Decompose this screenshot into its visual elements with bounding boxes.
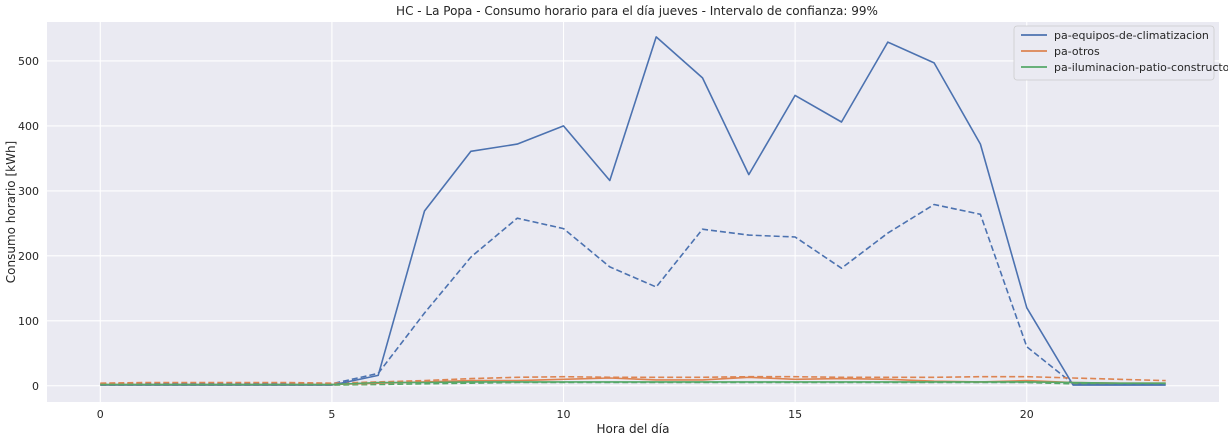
y-axis-title: Consumo horario [kWh] <box>4 141 18 283</box>
legend-box <box>1013 25 1215 81</box>
series-line-band-3 <box>100 203 1166 385</box>
y-tick-label: 200 <box>18 250 39 263</box>
y-tick-label: 0 <box>32 380 39 393</box>
legend: pa-equipos-de-climatizacion pa-otros pa-il… <box>1013 25 1228 81</box>
series-line-pa-iluminacion-patio-constructor <box>100 381 1166 386</box>
legend-label: pa-otros <box>1054 45 1100 58</box>
plot-area <box>47 22 1219 402</box>
x-tick-labels: 0 5 10 15 20 <box>97 408 1034 421</box>
y-tick-label: 400 <box>18 120 39 133</box>
legend-label: pa-iluminacion-patio-constructor <box>1054 61 1228 74</box>
legend-label: pa-equipos-de-climatizacion <box>1054 29 1209 42</box>
x-tick-label: 15 <box>788 408 802 421</box>
y-tick-label: 300 <box>18 185 39 198</box>
x-tick-label: 20 <box>1020 408 1034 421</box>
x-gridlines <box>99 22 1028 402</box>
x-tick-label: 5 <box>328 408 335 421</box>
series-line-band-4 <box>100 375 1166 385</box>
series-layer <box>100 36 1166 386</box>
y-tick-label: 500 <box>18 55 39 68</box>
chart-title: HC - La Popa - Consumo horario para el d… <box>396 4 878 18</box>
x-axis-title: Hora del día <box>597 422 670 436</box>
x-tick-label: 0 <box>97 408 104 421</box>
x-tick-label: 10 <box>557 408 571 421</box>
y-tick-labels: 0 100 200 300 400 500 <box>18 55 39 393</box>
y-tick-label: 100 <box>18 315 39 328</box>
